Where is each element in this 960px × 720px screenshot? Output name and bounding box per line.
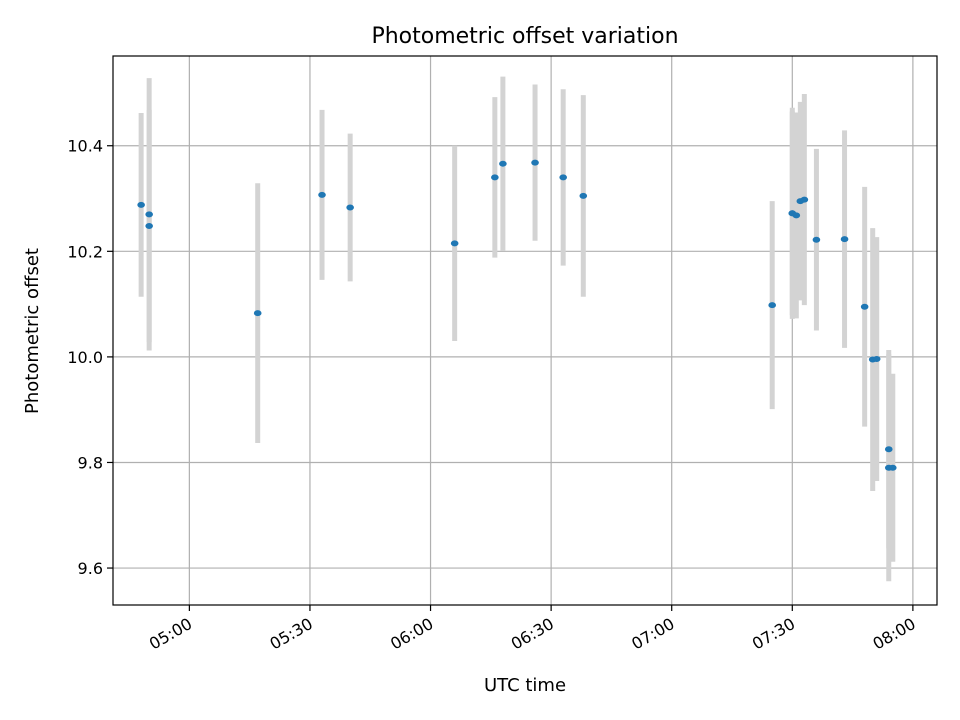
data-point [884, 446, 893, 453]
data-point [872, 356, 881, 363]
data-point [800, 196, 809, 203]
data-point [346, 204, 354, 211]
x-tick-label: 07:30 [749, 614, 798, 654]
data-point [318, 191, 326, 198]
data-point [253, 310, 262, 317]
data-point [450, 240, 459, 247]
y-tick-label: 10.2 [67, 242, 103, 261]
x-tick-label: 08:00 [869, 614, 918, 654]
data-point [888, 464, 897, 471]
data-points [137, 159, 897, 471]
data-point [579, 192, 588, 199]
data-point [559, 174, 567, 181]
x-tick-label: 06:30 [508, 614, 557, 654]
data-point [812, 236, 821, 243]
axes-frame [112, 55, 938, 606]
x-tick-label: 07:00 [628, 614, 677, 654]
grid [113, 56, 937, 605]
x-tick-label: 05:30 [267, 614, 316, 654]
data-point [137, 201, 145, 208]
data-point [768, 302, 776, 309]
x-tick-label: 05:00 [146, 614, 195, 654]
data-point [531, 159, 539, 166]
y-tick-label: 10.0 [67, 348, 103, 367]
data-point [499, 160, 507, 167]
data-point [860, 303, 869, 310]
data-point [840, 236, 849, 243]
y-tick-label: 9.8 [78, 453, 103, 472]
data-point [491, 174, 499, 181]
y-tick-label: 10.4 [67, 137, 103, 156]
data-point [145, 211, 153, 218]
errorbars [138, 76, 896, 582]
x-tick-label: 06:00 [387, 614, 436, 654]
data-point [792, 212, 801, 219]
y-axis-label: Photometric offset [22, 248, 43, 414]
data-point [145, 222, 153, 229]
y-tick-label: 9.6 [78, 559, 103, 578]
x-axis-label: UTC time [484, 675, 566, 696]
chart-title: Photometric offset variation [371, 24, 678, 49]
